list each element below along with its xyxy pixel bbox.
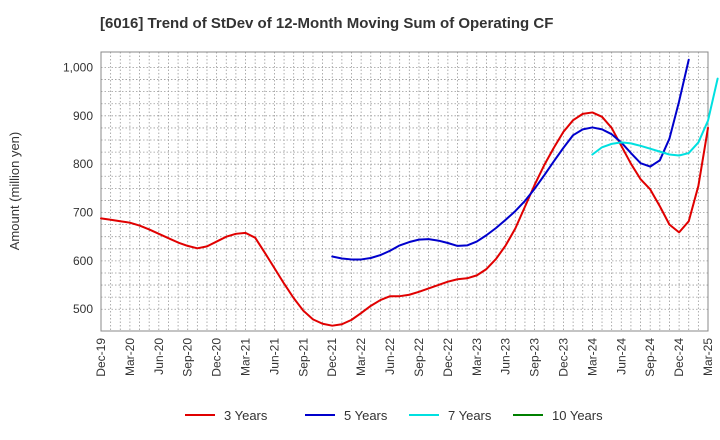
legend-label: 10 Years <box>552 408 603 423</box>
y-axis-label: Amount (million yen) <box>7 132 22 251</box>
y-tick-label: 800 <box>73 157 93 171</box>
y-axis-ticks: 500 600 700 800 900 1,000 <box>63 60 93 316</box>
x-tick-label: Jun-23 <box>499 338 513 375</box>
x-tick-label: Sep-24 <box>643 338 657 377</box>
x-tick-label: Dec-22 <box>441 338 455 377</box>
x-tick-label: Sep-23 <box>528 338 542 377</box>
x-tick-label: Jun-21 <box>267 338 281 375</box>
chart: [6016] Trend of StDev of 12-Month Moving… <box>0 0 720 440</box>
y-tick-label: 900 <box>73 109 93 123</box>
plot-background <box>101 52 708 331</box>
x-tick-label: Mar-20 <box>123 338 137 376</box>
legend-label: 5 Years <box>344 408 388 423</box>
legend: 3 Years 5 Years 7 Years 10 Years <box>185 408 603 423</box>
x-tick-label: Mar-24 <box>585 338 599 376</box>
x-tick-label: Jun-22 <box>383 338 397 375</box>
x-tick-label: Jun-20 <box>152 338 166 375</box>
y-tick-label: 600 <box>73 254 93 268</box>
x-tick-label: Mar-21 <box>239 338 253 376</box>
legend-label: 7 Years <box>448 408 492 423</box>
plot-area <box>101 52 708 331</box>
x-tick-label: Dec-21 <box>325 338 339 377</box>
x-tick-label: Dec-24 <box>672 338 686 377</box>
x-tick-label: Mar-23 <box>470 338 484 376</box>
x-tick-label: Sep-20 <box>181 338 195 377</box>
y-tick-label: 500 <box>73 302 93 316</box>
x-tick-label: Mar-22 <box>354 338 368 376</box>
x-tick-label: Dec-19 <box>94 338 108 377</box>
legend-label: 3 Years <box>224 408 268 423</box>
x-tick-label: Dec-23 <box>556 338 570 377</box>
y-tick-label: 1,000 <box>63 60 93 74</box>
y-tick-label: 700 <box>73 206 93 220</box>
chart-title: [6016] Trend of StDev of 12-Month Moving… <box>100 15 553 32</box>
x-tick-label: Jun-24 <box>614 338 628 375</box>
x-tick-label: Sep-22 <box>412 338 426 377</box>
x-tick-label: Mar-25 <box>701 338 715 376</box>
x-tick-label: Dec-20 <box>210 338 224 377</box>
x-tick-label: Sep-21 <box>296 338 310 377</box>
x-axis-ticks: Dec-19 Mar-20 Jun-20 Sep-20 Dec-20 Mar-21 Jun-… <box>94 338 715 377</box>
